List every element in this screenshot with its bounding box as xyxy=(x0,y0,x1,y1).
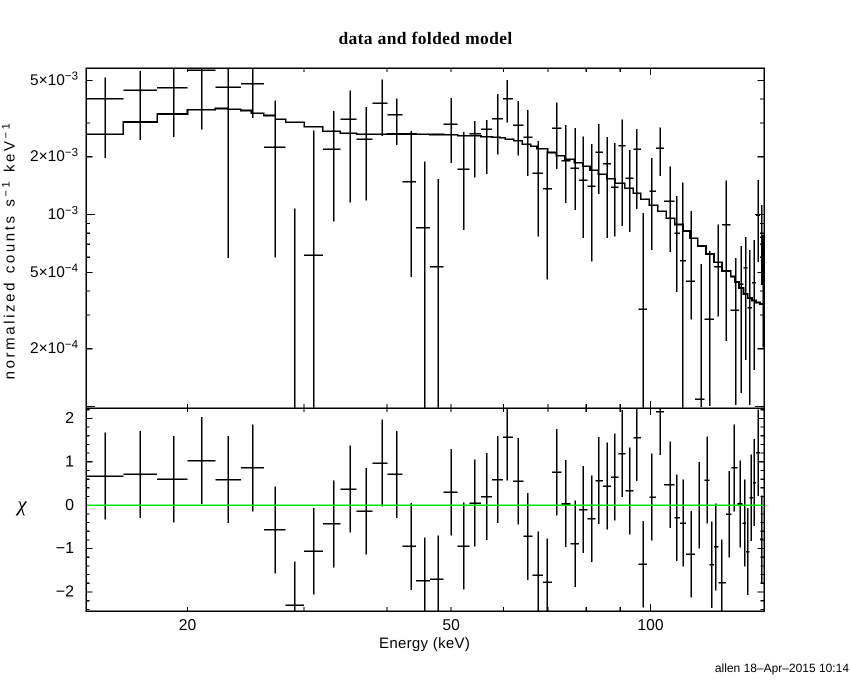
svg-text:allen 18–Apr–2015 10:14: allen 18–Apr–2015 10:14 xyxy=(715,661,849,675)
svg-text:20: 20 xyxy=(179,617,197,634)
svg-text:−2: −2 xyxy=(56,584,74,601)
svg-text:χ: χ xyxy=(15,492,27,516)
svg-text:0: 0 xyxy=(65,497,74,514)
svg-text:100: 100 xyxy=(637,617,663,634)
svg-text:2: 2 xyxy=(65,410,74,427)
svg-text:normalized counts s−1 keV−1: normalized counts s−1 keV−1 xyxy=(0,121,18,380)
svg-text:1: 1 xyxy=(65,453,74,470)
svg-text:data and folded model: data and folded model xyxy=(338,28,512,48)
svg-text:Energy (keV): Energy (keV) xyxy=(379,635,470,652)
svg-text:−1: −1 xyxy=(56,540,74,557)
svg-text:50: 50 xyxy=(442,617,460,634)
